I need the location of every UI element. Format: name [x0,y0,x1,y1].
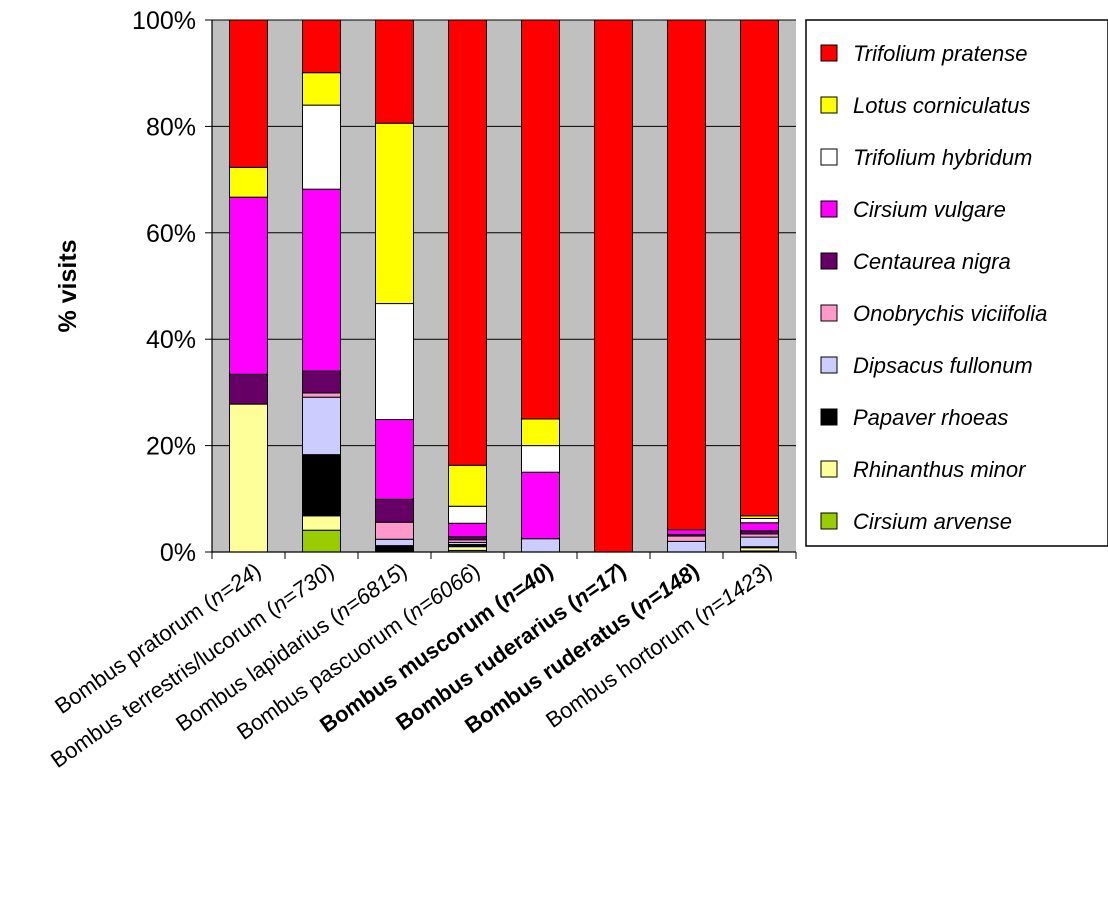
legend-swatch [820,460,838,478]
y-tick-label: 60% [146,220,196,248]
y-tick-label: 20% [146,433,196,461]
legend-box [805,19,1108,547]
bar-segment [375,19,414,124]
bar-segment [594,19,633,553]
bar-segment [229,166,268,198]
legend-label: Dipsacus fullonum [853,353,1033,378]
bar-segment [375,303,414,421]
bar-segment [448,505,487,524]
legend-swatch [820,304,838,322]
bar-segment [667,19,706,531]
legend-label: Trifolium pratense [853,41,1027,66]
bar-segment [448,19,487,466]
legend-swatch [820,200,838,218]
bar-segment [229,373,268,405]
y-axis-title: % visits [54,239,82,332]
y-tick-label: 0% [160,539,196,567]
bar-segment [521,445,560,473]
bar-segment [667,529,706,535]
legend-label: Papaver rhoeas [853,405,1008,430]
x-tick-label: Bombus terrestris/lucorum (n=730) [46,558,338,773]
bar-segment [302,515,341,531]
bar-segment [302,188,341,372]
legend: Trifolium pratense Lotus corniculatus Trif… [805,19,1108,547]
legend-swatch [820,512,838,530]
bar-segment [302,454,341,517]
bars [229,19,779,553]
bar-segment [448,522,487,538]
bar-segment [740,536,779,548]
bar-segment [302,19,341,74]
bar-segment [448,464,487,507]
legend-label: Trifolium hybridum [853,145,1032,170]
legend-swatch [820,408,838,426]
bar-segment [229,196,268,375]
y-tick-label: 80% [146,113,196,141]
bar-segment [667,535,706,542]
bar-segment [375,498,414,523]
legend-label: Cirsium arvense [853,509,1012,534]
bar-segment [667,540,706,553]
plot-area [212,20,796,552]
bar-segment [375,122,414,305]
bar-segment [302,72,341,106]
bar-segment [302,396,341,456]
legend-swatch [820,356,838,374]
legend-label: Lotus corniculatus [853,93,1030,118]
bar-segment [302,104,341,190]
legend-swatch [820,252,838,270]
legend-label: Centaurea nigra [853,249,1011,274]
legend-label: Onobrychis viciifolia [853,301,1047,326]
legend-label: Rhinanthus minor [853,457,1027,482]
bar-segment [740,19,779,517]
bar-segment [375,538,414,547]
legend-swatch [820,96,838,114]
bar-segment [375,521,414,540]
legend-label: Cirsium vulgare [853,197,1006,222]
bar-segment [302,392,341,398]
bar-segment [448,546,487,551]
y-tick-label: 100% [132,7,196,35]
bar-segment [740,522,779,532]
bar-segment [375,545,414,552]
legend-swatch [820,44,838,62]
bar-segment [521,471,560,540]
legend-swatch [820,148,838,166]
axes [205,19,797,559]
bar-segment [521,418,560,447]
bar-segment [521,19,560,420]
bar-segment [740,517,779,524]
y-tick-labels: 0% 20% 40% 60% 80% 100% [132,7,196,567]
bar-segment [375,419,414,500]
bar-segment [521,538,560,553]
y-tick-label: 40% [146,326,196,354]
bar-segment [229,19,268,168]
bar-segment [302,529,341,553]
bar-segment [302,370,341,394]
bar-segment [229,403,268,553]
x-tick-labels: Bombus pratorum (n=24)Bombus terrestris/… [46,558,776,773]
